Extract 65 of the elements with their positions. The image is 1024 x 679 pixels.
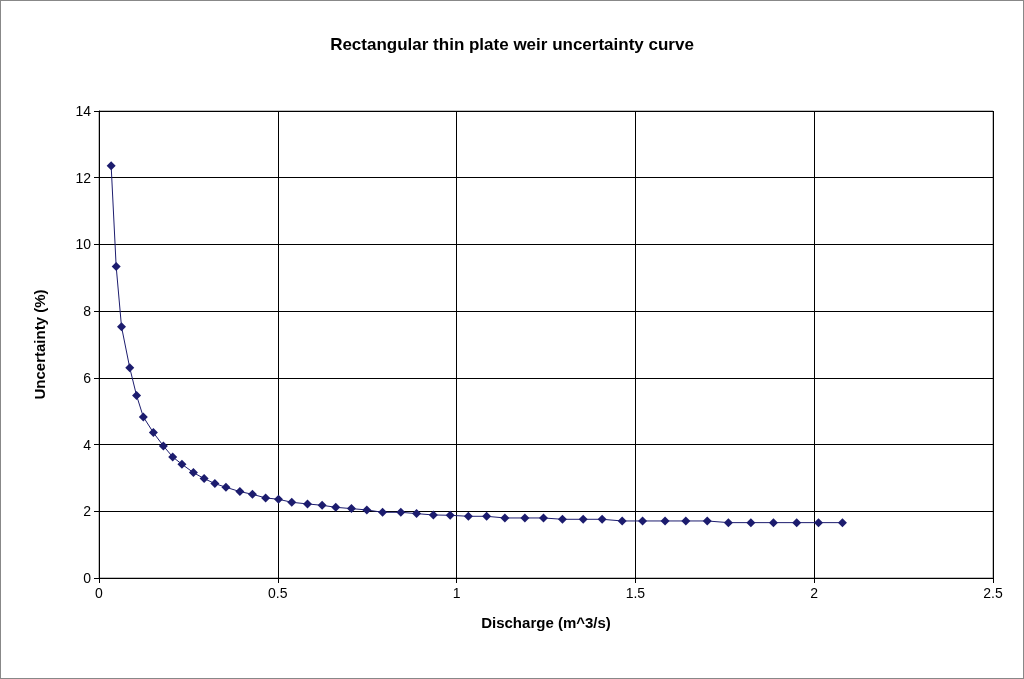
y-tick-label: 4 xyxy=(83,436,92,453)
x-tick-label: 0 xyxy=(95,585,104,601)
point xyxy=(287,497,297,507)
x-tick-label: 1 xyxy=(452,585,461,601)
point xyxy=(158,441,168,451)
point xyxy=(235,487,245,497)
point xyxy=(362,505,372,515)
point xyxy=(813,518,823,528)
point xyxy=(723,518,733,528)
point xyxy=(638,516,648,526)
point xyxy=(148,428,158,438)
point xyxy=(346,504,356,514)
point xyxy=(188,468,198,478)
y-tick-label: 6 xyxy=(83,369,92,386)
point xyxy=(520,513,530,523)
y-tick-label: 2 xyxy=(83,503,92,520)
point xyxy=(106,161,116,171)
point xyxy=(597,514,607,524)
y-tick-label: 8 xyxy=(83,303,92,320)
y-tick-label: 12 xyxy=(75,169,92,186)
point xyxy=(132,391,142,401)
point xyxy=(261,493,271,503)
point xyxy=(396,507,406,517)
point xyxy=(660,516,670,526)
y-tick-label: 14 xyxy=(75,103,92,119)
x-tick-label: 1.5 xyxy=(625,585,646,601)
point xyxy=(482,511,492,521)
point xyxy=(221,482,231,492)
point xyxy=(539,513,548,523)
point xyxy=(138,412,148,422)
point xyxy=(578,514,588,524)
point xyxy=(125,363,135,373)
point xyxy=(768,518,778,528)
point xyxy=(331,502,341,512)
chart-title: Rectangular thin plate weir uncertainty curve xyxy=(330,35,694,54)
point xyxy=(463,511,473,521)
point xyxy=(500,513,510,523)
point xyxy=(117,322,127,332)
point xyxy=(168,452,178,462)
point xyxy=(792,518,802,528)
point xyxy=(378,507,388,517)
point xyxy=(317,500,327,510)
point xyxy=(111,261,121,271)
point xyxy=(412,509,422,519)
point xyxy=(199,474,209,484)
point xyxy=(428,510,438,520)
point xyxy=(617,516,627,526)
point xyxy=(681,516,691,526)
point xyxy=(746,518,756,528)
x-tick-label: 0.5 xyxy=(268,585,288,601)
point xyxy=(247,489,257,499)
point xyxy=(445,510,455,520)
y-tick-label: 10 xyxy=(75,236,92,253)
x-tick-label: 2.5 xyxy=(983,585,1003,601)
point xyxy=(274,494,284,504)
point xyxy=(702,516,712,526)
x-tick-label: 2 xyxy=(810,585,819,601)
point xyxy=(837,518,847,528)
y-axis-title: Uncertainty (%) xyxy=(31,289,48,400)
point xyxy=(302,499,312,509)
point xyxy=(557,514,567,524)
point xyxy=(177,459,187,469)
point xyxy=(210,479,220,489)
x-axis-title: Discharge (m^3/s) xyxy=(481,614,611,631)
y-tick-label: 0 xyxy=(83,570,92,586)
